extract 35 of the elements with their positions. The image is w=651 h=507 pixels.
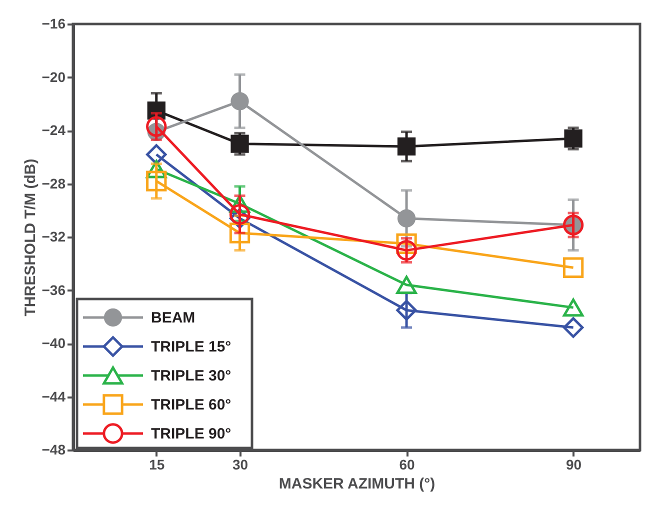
y-tick-label: −36 xyxy=(42,282,66,298)
x-tick-label: 60 xyxy=(399,456,416,472)
point xyxy=(229,204,250,225)
point xyxy=(397,209,416,228)
point xyxy=(230,134,249,153)
point xyxy=(396,300,417,321)
y-tick-label: −28 xyxy=(42,175,66,192)
point xyxy=(396,240,417,261)
y-tick-label: −24 xyxy=(42,122,66,138)
y-tick-label: −48 xyxy=(42,442,66,458)
x-tick-label: 90 xyxy=(566,456,582,472)
point xyxy=(397,137,416,156)
legend-label: TRIPLE 90° xyxy=(151,426,232,442)
point xyxy=(146,170,167,192)
point xyxy=(562,317,584,338)
point xyxy=(146,116,167,137)
y-tick-label: −40 xyxy=(42,335,66,351)
y-tick-label: −16 xyxy=(42,16,66,32)
legend-label: TRIPLE 30° xyxy=(151,368,232,384)
legend-label: BEAM xyxy=(151,310,196,326)
x-tick-label: 15 xyxy=(149,456,165,472)
y-axis-title: THRESHOLD T/M (dB) xyxy=(22,158,39,316)
point xyxy=(562,257,584,278)
legend-label: TRIPLE 15° xyxy=(151,338,232,356)
point xyxy=(396,276,417,294)
x-axis-title: MASKER AZIMUTH (°) xyxy=(278,476,436,492)
y-tick-label: −44 xyxy=(42,388,66,404)
point xyxy=(230,92,249,110)
legend-label: TRIPLE 60° xyxy=(151,396,232,414)
point xyxy=(146,144,167,165)
y-tick-label: −20 xyxy=(42,68,66,85)
y-tick-label: −32 xyxy=(42,228,66,244)
x-tick-label: 30 xyxy=(232,456,248,472)
point xyxy=(564,129,582,148)
point xyxy=(562,298,584,317)
